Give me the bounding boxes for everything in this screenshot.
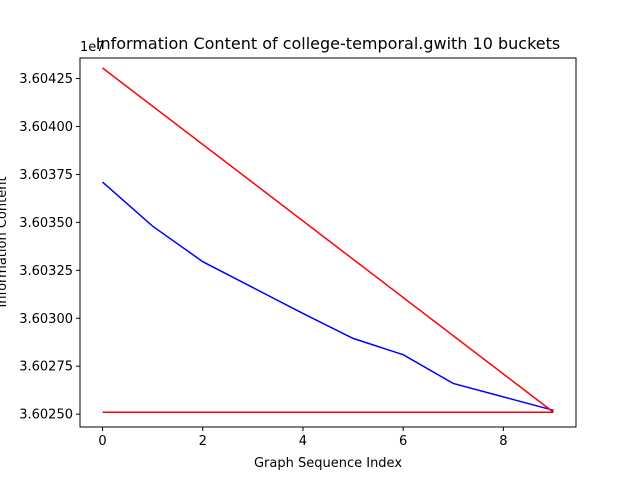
y-tick-label: 3.60275 bbox=[19, 360, 73, 375]
y-axis-label: Information Content bbox=[0, 176, 10, 307]
plot-area bbox=[102, 67, 554, 413]
x-tick-label: 8 bbox=[499, 434, 507, 449]
x-tick-label: 6 bbox=[399, 434, 407, 449]
x-axis-label: Graph Sequence Index bbox=[254, 456, 402, 471]
x-tick-label: 0 bbox=[98, 434, 106, 449]
axes-frame bbox=[79, 57, 577, 428]
y-offset-label: 1e7 bbox=[80, 40, 105, 55]
x-tick-label: 2 bbox=[199, 434, 207, 449]
chart-title: Information Content of college-temporal.… bbox=[96, 34, 560, 53]
y-tick-label: 3.60425 bbox=[19, 72, 73, 87]
y-tick-label: 3.60350 bbox=[19, 216, 73, 231]
y-tick-label: 3.60400 bbox=[19, 120, 73, 135]
x-tick-label: 4 bbox=[299, 434, 307, 449]
y-tick-label: 3.60250 bbox=[19, 408, 73, 423]
y-tick-label: 3.60300 bbox=[19, 312, 73, 327]
series-line-1 bbox=[102, 67, 554, 413]
y-tick-label: 3.60375 bbox=[19, 168, 73, 183]
y-tick-label: 3.60325 bbox=[19, 264, 73, 279]
series-line-0 bbox=[102, 181, 554, 412]
